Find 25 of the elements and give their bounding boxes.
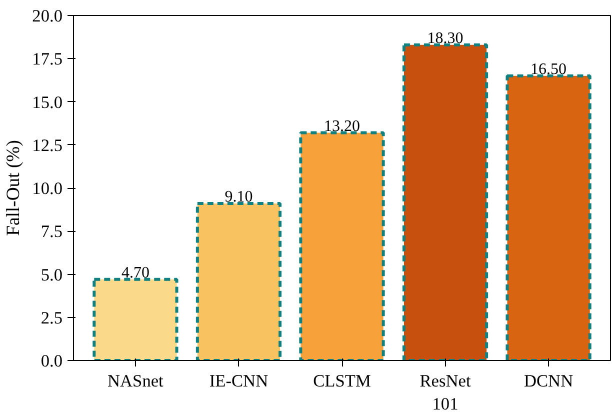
data-label: 16.50	[530, 60, 567, 78]
y-tick-label: 10.0	[32, 179, 63, 198]
data-label: 18.30	[427, 30, 464, 47]
y-axis-title: Fall-Out (%)	[3, 140, 24, 236]
bar	[506, 74, 592, 360]
y-tick-label: 17.5	[32, 50, 63, 69]
bar	[299, 131, 385, 360]
x-tick-label: IE-CNN	[209, 372, 269, 390]
x-tick-label: CLSTM	[313, 372, 371, 390]
y-tick-label: 7.5	[40, 222, 63, 242]
bar	[402, 43, 488, 360]
x-tick-label: ResNet 101	[420, 372, 471, 414]
y-tick-label: 15.0	[32, 92, 63, 112]
bar	[196, 202, 282, 360]
data-label: 4.70	[121, 264, 150, 282]
y-tick-label: 2.5	[40, 308, 63, 328]
y-tick-label: 5.0	[40, 265, 63, 284]
y-tick-label: 12.5	[32, 136, 63, 155]
data-label: 13.20	[324, 118, 360, 135]
x-tick-label: NASnet	[108, 372, 164, 390]
y-tick-label: 0.0	[40, 352, 63, 370]
y-tick-label: 20.0	[32, 6, 63, 26]
x-tick-label: DCNN	[524, 372, 574, 390]
data-label: 9.10	[224, 188, 253, 206]
bar	[92, 278, 178, 360]
